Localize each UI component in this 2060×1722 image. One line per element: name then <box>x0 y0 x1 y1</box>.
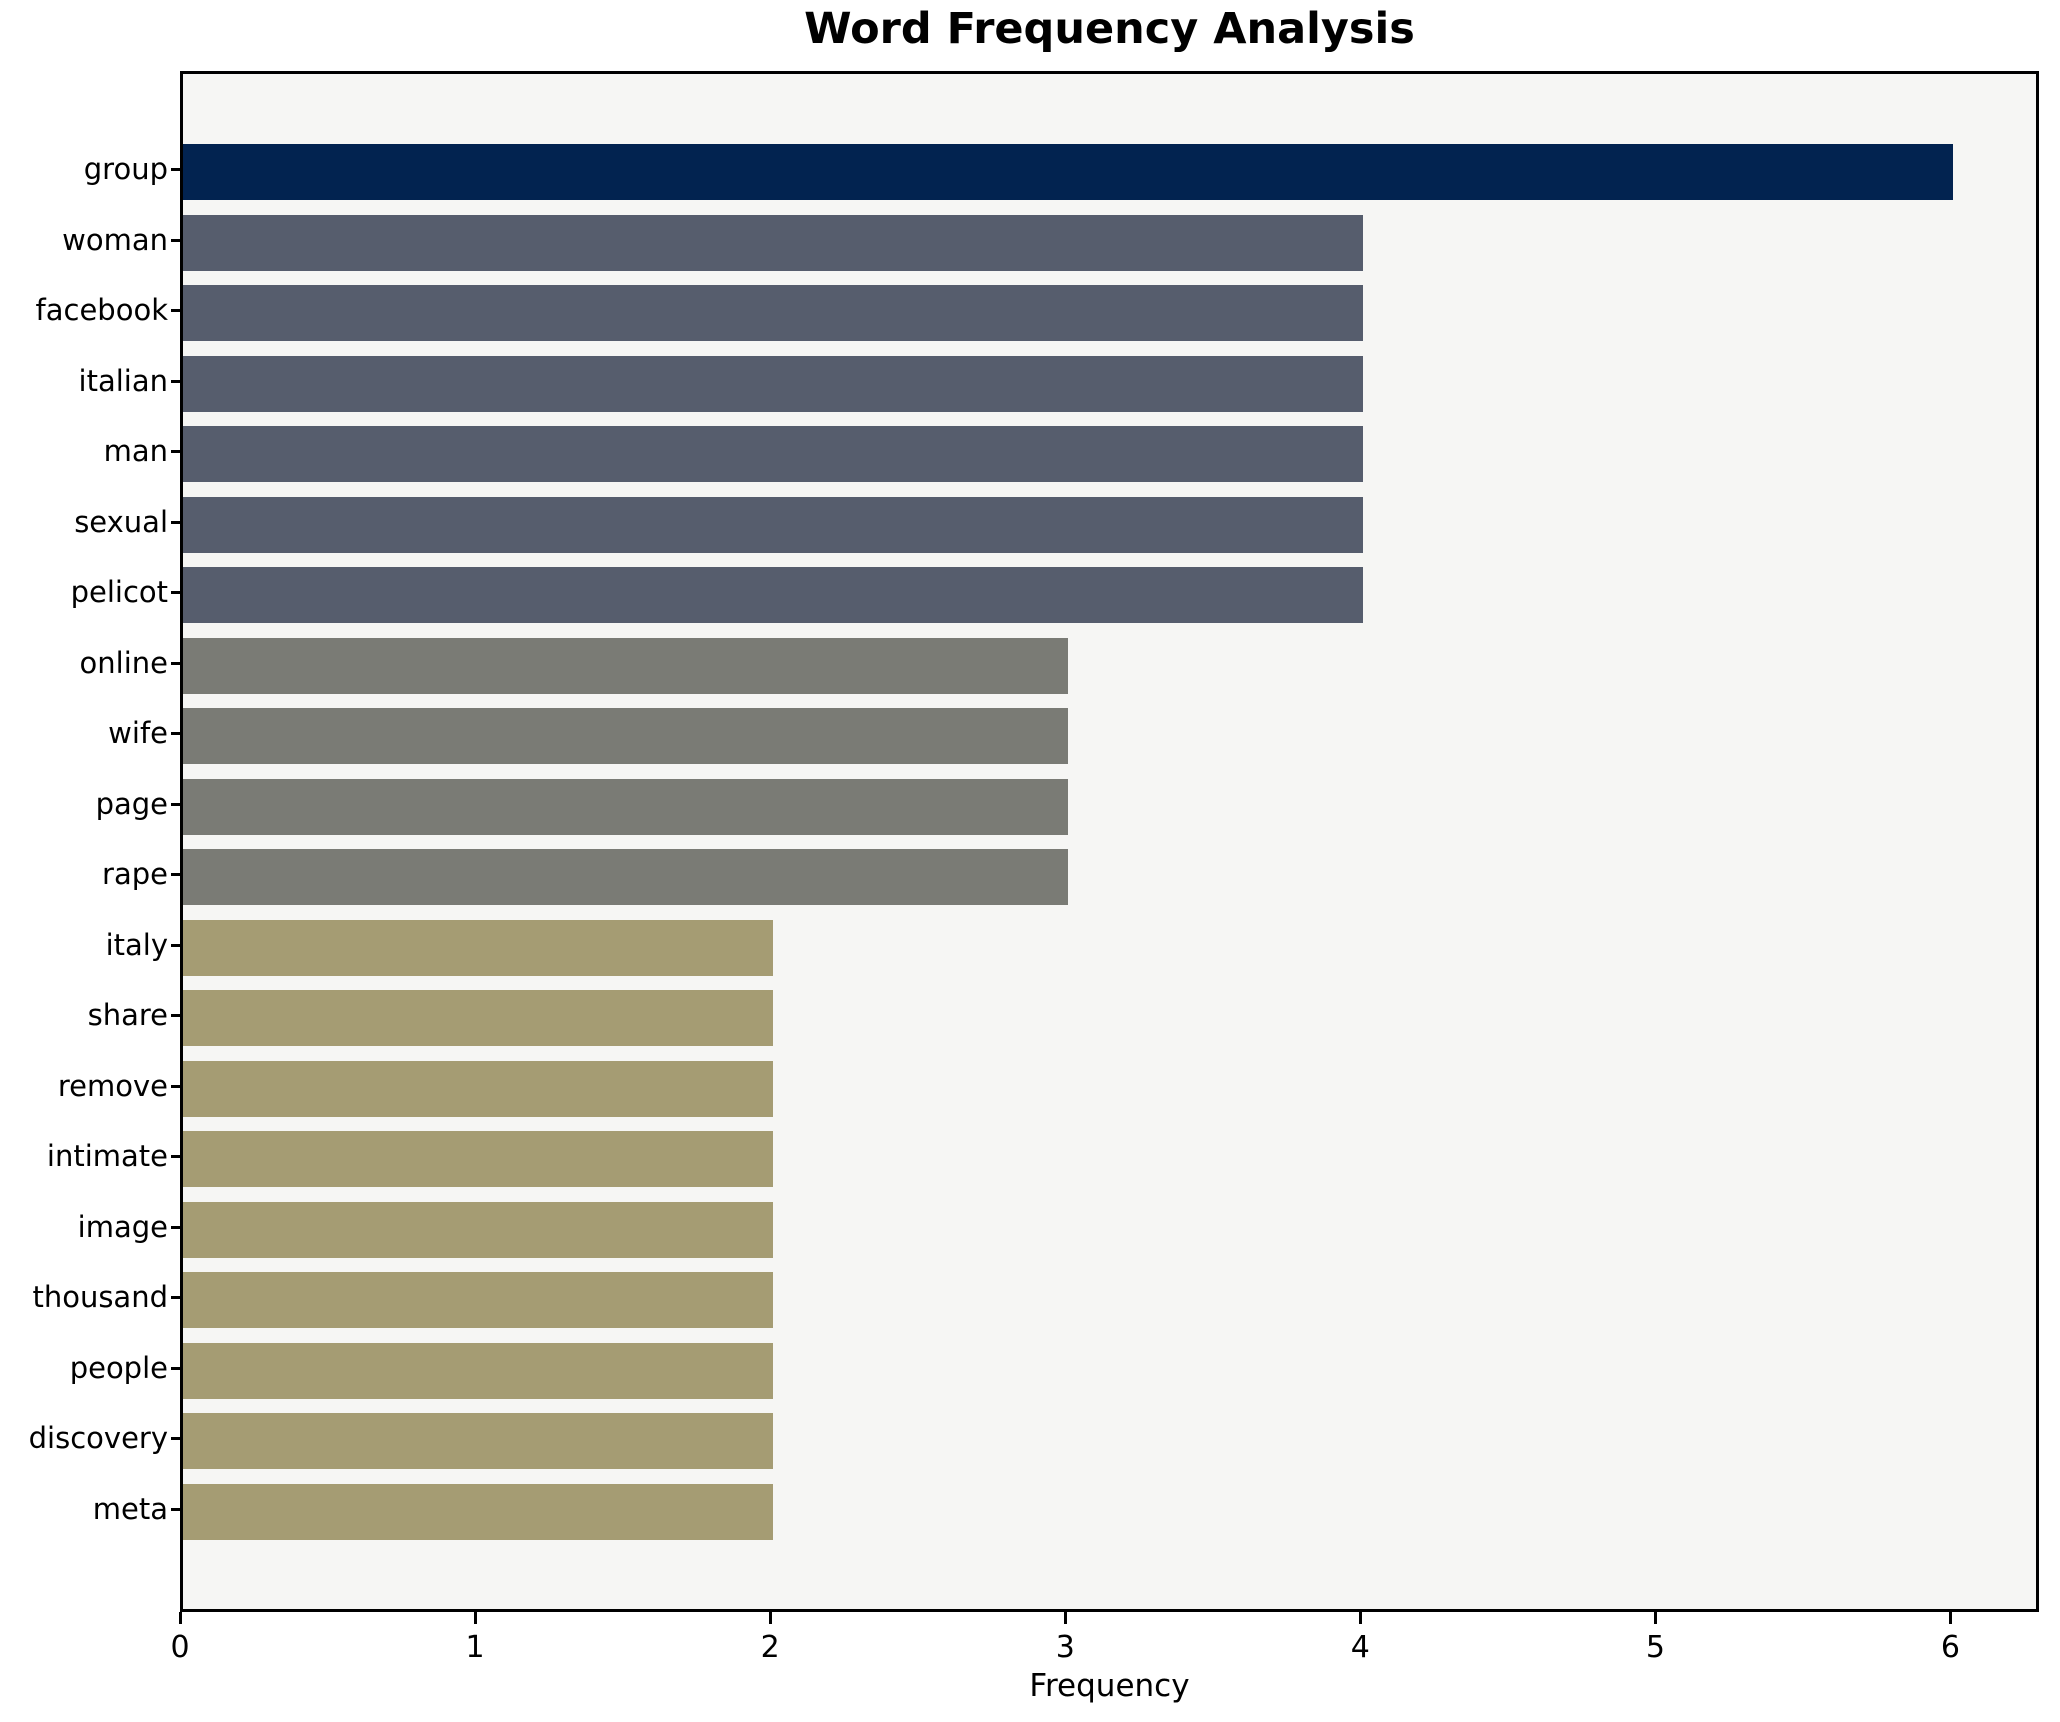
bar-thousand <box>183 1272 773 1328</box>
bar-discovery <box>183 1413 773 1469</box>
y-tick-label: discovery <box>28 1421 168 1455</box>
y-tick-label: people <box>69 1350 168 1385</box>
y-tick-label: facebook <box>35 293 168 327</box>
x-tick-label: 5 <box>1645 1630 1665 1665</box>
y-tick-mark <box>171 1507 180 1511</box>
y-tick-label: page <box>95 786 168 821</box>
y-tick-label: sexual <box>74 504 168 539</box>
x-tick-label: 2 <box>760 1630 780 1665</box>
y-tick-mark <box>171 520 180 524</box>
x-tick-mark <box>1654 1612 1658 1624</box>
y-tick-mark <box>171 1437 180 1440</box>
y-tick-mark <box>171 1296 180 1299</box>
y-tick-mark <box>171 732 180 735</box>
bar-woman <box>183 214 1363 271</box>
x-tick-mark <box>769 1612 773 1624</box>
y-tick-label: meta <box>92 1491 168 1526</box>
y-tick-mark <box>171 450 180 453</box>
y-tick-label: woman <box>62 222 168 257</box>
y-tick-label: thousand <box>32 1280 168 1314</box>
x-axis-label: Frequency <box>1029 1668 1190 1704</box>
y-tick-label: italian <box>78 363 168 398</box>
y-tick-mark <box>171 238 180 242</box>
y-tick-mark <box>171 661 180 665</box>
bar-rape <box>183 849 1068 905</box>
y-tick-mark <box>171 802 180 806</box>
bar-share <box>183 990 773 1046</box>
bar-group <box>183 144 1953 200</box>
x-tick-label: 3 <box>1055 1630 1075 1665</box>
y-tick-label: rape <box>102 857 168 891</box>
bar-online <box>183 637 1068 694</box>
x-tick-label: 4 <box>1350 1630 1370 1665</box>
y-tick-label: man <box>103 434 168 468</box>
y-tick-mark <box>171 943 180 947</box>
bar-page <box>183 778 1068 835</box>
y-tick-label: wife <box>108 716 168 750</box>
y-tick-mark <box>171 1155 180 1158</box>
y-tick-mark <box>171 1225 180 1229</box>
x-tick-mark <box>179 1612 182 1624</box>
y-tick-label: image <box>77 1209 168 1244</box>
y-tick-mark <box>171 1084 180 1088</box>
y-tick-label: italy <box>105 927 168 962</box>
bar-image <box>183 1201 773 1258</box>
y-tick-mark <box>171 1366 180 1370</box>
y-tick-label: intimate <box>46 1139 168 1173</box>
plot-area <box>180 71 2039 1612</box>
x-tick-mark <box>474 1612 478 1624</box>
y-tick-mark <box>171 1014 180 1017</box>
x-tick-mark <box>1949 1612 1953 1624</box>
chart-title: Word Frequency Analysis <box>804 4 1415 54</box>
bar-pelicot <box>183 567 1363 623</box>
x-tick-mark <box>1359 1612 1363 1624</box>
bar-facebook <box>183 285 1363 341</box>
y-tick-label: group <box>83 152 168 186</box>
y-tick-mark <box>171 168 180 171</box>
y-tick-mark <box>171 873 180 876</box>
bar-sexual <box>183 496 1363 553</box>
y-tick-mark <box>171 591 180 594</box>
x-tick-label: 6 <box>1940 1630 1961 1665</box>
x-tick-label: 1 <box>465 1630 485 1665</box>
bar-people <box>183 1342 773 1399</box>
y-tick-label: pelicot <box>70 575 168 609</box>
bar-intimate <box>183 1131 773 1187</box>
y-tick-label: remove <box>57 1068 168 1103</box>
bar-wife <box>183 708 1068 764</box>
x-tick-mark <box>1064 1612 1068 1624</box>
y-tick-mark <box>171 309 180 312</box>
bar-man <box>183 426 1363 482</box>
bar-italian <box>183 355 1363 412</box>
y-tick-mark <box>171 379 180 383</box>
y-tick-label: online <box>79 645 168 680</box>
x-tick-label: 0 <box>170 1630 190 1665</box>
y-tick-label: share <box>87 998 168 1032</box>
bar-meta <box>183 1483 773 1540</box>
bar-italy <box>183 919 773 976</box>
bar-remove <box>183 1060 773 1117</box>
